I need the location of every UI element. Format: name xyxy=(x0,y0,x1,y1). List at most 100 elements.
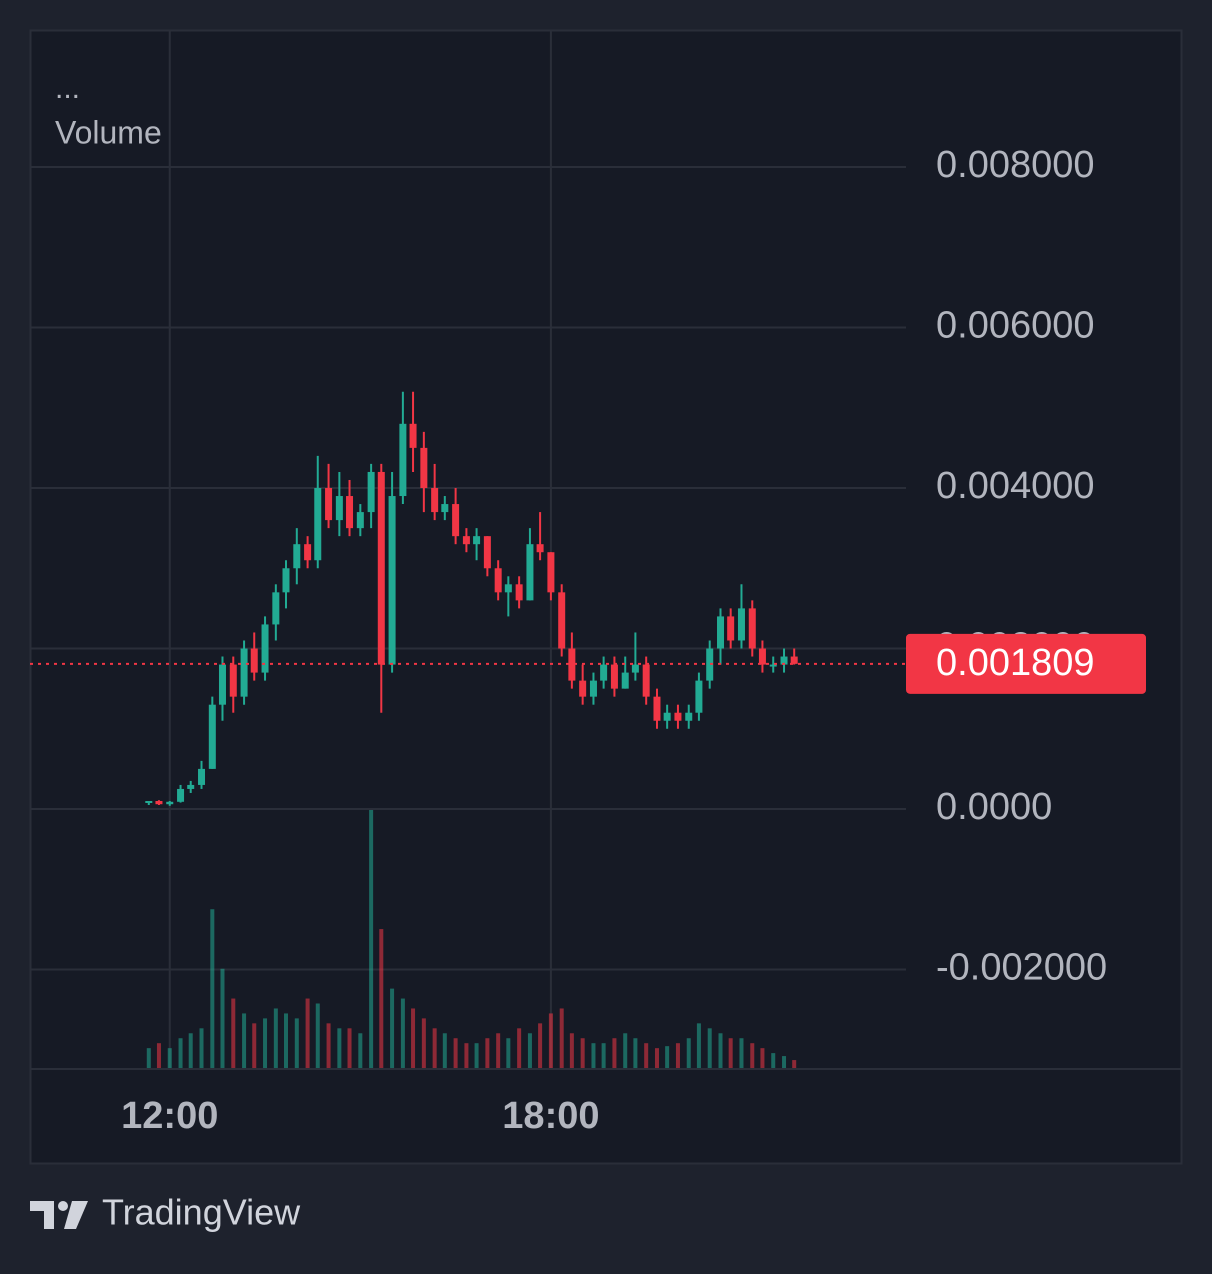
volume-bar xyxy=(601,1043,606,1068)
volume-bar xyxy=(771,1053,776,1068)
volume-bar xyxy=(199,1028,204,1068)
volume-bar xyxy=(252,1023,257,1068)
candle-body xyxy=(631,664,639,673)
candle-body xyxy=(314,488,322,561)
candle-body xyxy=(547,552,555,593)
candle-body xyxy=(473,536,481,545)
volume-bar xyxy=(792,1060,797,1068)
volume-bar xyxy=(580,1038,585,1068)
candle-body xyxy=(758,648,766,665)
candle-body xyxy=(706,648,714,681)
volume-bar xyxy=(411,1008,416,1068)
volume-bar xyxy=(284,1013,289,1068)
y-tick-label: 0.0000 xyxy=(936,786,1052,828)
candle-body xyxy=(409,423,417,448)
brand-logo xyxy=(30,1201,88,1229)
volume-bar xyxy=(294,1018,299,1068)
candle-body xyxy=(536,544,544,553)
y-tick-label: 0.006000 xyxy=(936,305,1095,347)
candle-body xyxy=(293,544,301,569)
x-tick-label: 12:00 xyxy=(121,1095,218,1137)
candle-body xyxy=(399,423,407,497)
x-tick-label: 18:00 xyxy=(502,1095,599,1137)
candle-body xyxy=(145,800,153,803)
candle-body xyxy=(610,664,618,689)
volume-label: Volume xyxy=(55,114,162,150)
volume-bar xyxy=(644,1043,649,1068)
candle-body xyxy=(769,664,777,667)
volume-bar xyxy=(665,1046,670,1068)
last-price-label: 0.001809 xyxy=(936,642,1095,684)
volume-bar xyxy=(273,1008,278,1068)
candle-body xyxy=(272,592,280,625)
candle-body xyxy=(325,488,333,521)
volume-bar xyxy=(696,1023,701,1068)
legend-menu[interactable]: ... xyxy=(55,72,80,105)
volume-bar xyxy=(263,1018,268,1068)
candle-body xyxy=(568,648,576,681)
candle-body xyxy=(653,696,661,721)
volume-bar xyxy=(400,998,405,1068)
volume-bar xyxy=(633,1038,638,1068)
candle-body xyxy=(748,608,756,649)
candle-body xyxy=(515,584,523,601)
volume-bar xyxy=(146,1048,151,1068)
candle-body xyxy=(790,656,798,664)
candle-body xyxy=(229,664,237,697)
candle-body xyxy=(155,800,163,805)
volume-bar xyxy=(569,1033,574,1068)
volume-bar xyxy=(517,1028,522,1068)
volume-bar xyxy=(210,909,215,1068)
candle-body xyxy=(494,568,502,593)
candle-body xyxy=(780,656,788,665)
candle-body xyxy=(526,544,534,601)
candle-body xyxy=(335,496,343,521)
candle-body xyxy=(388,496,396,665)
volume-bar xyxy=(728,1038,733,1068)
volume-bar xyxy=(231,998,236,1068)
volume-bar xyxy=(750,1043,755,1068)
candle-body xyxy=(304,544,312,561)
candle-body xyxy=(737,608,745,641)
candle-body xyxy=(346,496,354,529)
candle-body xyxy=(558,592,566,649)
candle-body xyxy=(717,616,725,649)
volume-bar xyxy=(379,929,384,1068)
y-tick-label: 0.004000 xyxy=(936,465,1095,507)
y-tick-label: -0.002000 xyxy=(936,947,1107,989)
volume-bar xyxy=(675,1043,680,1068)
candle-body xyxy=(218,664,226,705)
volume-bar xyxy=(188,1033,193,1068)
volume-bar xyxy=(686,1038,691,1068)
volume-bar xyxy=(718,1033,723,1068)
candle-body xyxy=(187,784,195,789)
candle-body xyxy=(589,680,597,697)
candle-body xyxy=(377,471,385,665)
volume-bar xyxy=(167,1048,172,1068)
candle-body xyxy=(177,788,185,802)
volume-bar xyxy=(432,1028,437,1068)
volume-bar xyxy=(442,1033,447,1068)
candle-body xyxy=(695,680,703,713)
candle-body xyxy=(356,512,364,529)
volume-bar xyxy=(326,1023,331,1068)
candle-body xyxy=(483,536,491,569)
volume-bar xyxy=(782,1056,787,1068)
candle-body xyxy=(663,712,671,721)
volume-bar xyxy=(538,1023,543,1068)
volume-bar xyxy=(464,1043,469,1068)
candle-body xyxy=(674,712,682,721)
volume-bar xyxy=(220,968,225,1068)
volume-bar xyxy=(390,988,395,1068)
last-price-box xyxy=(906,633,1146,694)
volume-bar xyxy=(453,1038,458,1068)
candle-body xyxy=(579,680,587,697)
candle-body xyxy=(642,664,650,697)
volume-bar xyxy=(156,1043,161,1068)
candle-body xyxy=(261,624,269,673)
candle-body xyxy=(431,488,439,513)
volume-bar xyxy=(739,1038,744,1068)
volume-bar xyxy=(421,1018,426,1068)
